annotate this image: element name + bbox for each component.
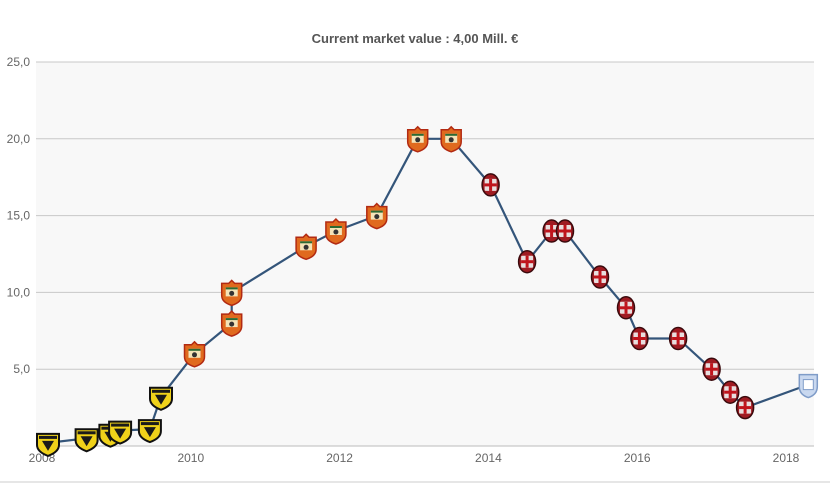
- data-point-red-black-round[interactable]: [590, 265, 610, 289]
- y-tick-label: 25,0: [7, 55, 31, 69]
- data-point-red-black-round[interactable]: [481, 173, 500, 197]
- x-tick-label: 2016: [624, 451, 651, 465]
- data-point-yellow-black-shield[interactable]: [36, 432, 60, 457]
- data-point-red-black-round[interactable]: [735, 395, 755, 420]
- y-tick-label: 20,0: [7, 132, 31, 146]
- data-point-red-orange-crest[interactable]: [440, 125, 462, 153]
- data-point-red-black-round[interactable]: [720, 380, 740, 404]
- data-point-light-blue-crest[interactable]: [798, 373, 819, 399]
- data-point-red-black-round[interactable]: [555, 219, 575, 243]
- data-point-red-black-round[interactable]: [616, 296, 636, 320]
- data-point-red-orange-crest[interactable]: [220, 279, 243, 307]
- x-tick-label: 2018: [773, 451, 800, 465]
- data-point-red-orange-crest[interactable]: [406, 125, 429, 153]
- y-tick-label: 5,0: [13, 362, 30, 376]
- data-point-red-orange-crest[interactable]: [366, 202, 388, 230]
- data-point-yellow-black-shield[interactable]: [149, 386, 173, 411]
- chart-title: Current market value : 4,00 Mill. €: [311, 31, 519, 46]
- data-point-red-black-round[interactable]: [668, 326, 688, 351]
- data-point-yellow-black-shield[interactable]: [137, 419, 162, 444]
- data-point-red-black-round[interactable]: [542, 219, 561, 243]
- data-point-red-orange-crest[interactable]: [220, 310, 243, 337]
- data-point-red-black-round[interactable]: [517, 249, 537, 274]
- x-tick-label: 2010: [177, 451, 204, 465]
- data-point-red-orange-crest[interactable]: [183, 340, 206, 368]
- y-tick-label: 10,0: [7, 285, 31, 299]
- data-point-red-black-round[interactable]: [702, 357, 721, 381]
- x-tick-label: 2012: [326, 451, 353, 465]
- x-tick-label: 2014: [475, 451, 502, 465]
- data-point-red-orange-crest[interactable]: [295, 233, 317, 261]
- data-point-red-black-round[interactable]: [630, 326, 649, 351]
- data-point-yellow-black-shield[interactable]: [74, 428, 99, 453]
- plot-area-background: [36, 62, 814, 446]
- y-tick-label: 15,0: [7, 209, 31, 223]
- data-point-yellow-black-shield[interactable]: [108, 420, 133, 445]
- data-point-red-orange-crest[interactable]: [325, 217, 347, 245]
- club-markers: [36, 125, 819, 457]
